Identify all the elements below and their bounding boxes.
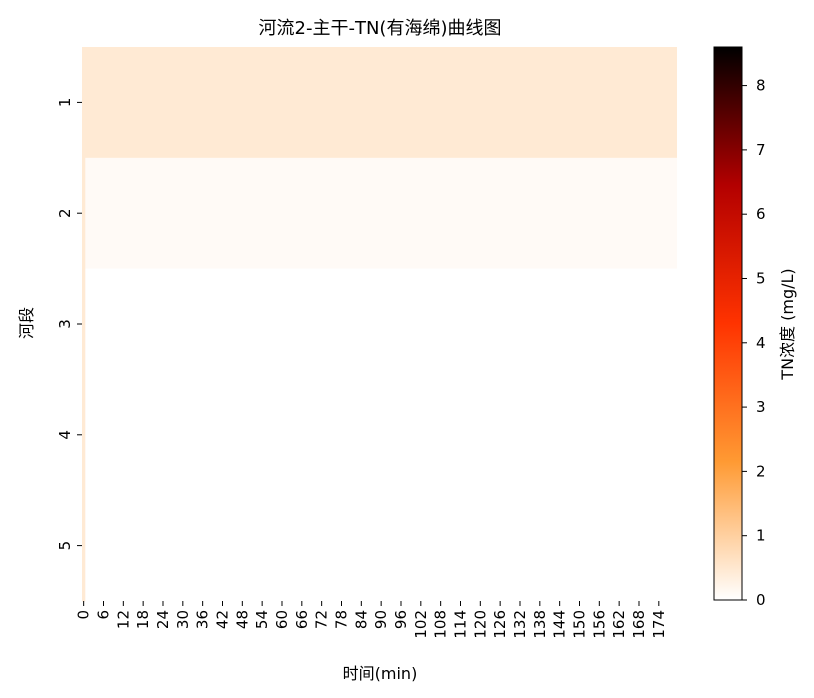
y-tick-label: 5: [56, 541, 74, 551]
x-tick-label: 162: [610, 610, 628, 639]
heatmap-cell: [82, 47, 86, 159]
x-tick-label: 42: [213, 610, 231, 629]
colorbar-tick-label: 8: [756, 77, 766, 95]
heatmap-cell: [85, 490, 678, 602]
colorbar-tick-label: 4: [756, 334, 766, 352]
x-tick-label: 78: [332, 610, 350, 629]
heatmap-cell: [85, 157, 678, 270]
heatmap-cell: [85, 268, 678, 380]
x-tick-label: 60: [273, 610, 291, 629]
x-tick-label: 138: [531, 610, 549, 639]
y-tick-label: 2: [56, 208, 74, 218]
x-tick-label: 84: [352, 610, 370, 629]
x-tick-label: 120: [471, 610, 489, 639]
x-tick-label: 90: [372, 610, 390, 629]
y-tick-label: 4: [56, 430, 74, 440]
y-axis-label: 河段: [17, 307, 36, 339]
x-axis-label: 时间(min): [343, 664, 418, 683]
x-tick-label: 0: [75, 610, 93, 620]
colorbar-tick-label: 7: [756, 141, 766, 159]
heatmap-cell: [85, 379, 678, 491]
x-tick-label: 114: [451, 610, 469, 639]
x-tick-label: 168: [630, 610, 648, 639]
x-axis-ticks: 0 6 12 18 24 30 36 42 48 54 60 66 72 78 84 90 96 102 108 11…: [75, 601, 668, 639]
x-tick-label: 72: [313, 610, 331, 629]
colorbar-label: TN浓度 (mg/L): [778, 268, 797, 380]
colorbar-tick-label: 2: [756, 462, 766, 480]
x-tick-label: 150: [570, 610, 588, 639]
x-tick-label: 174: [650, 610, 668, 639]
colorbar-ticks: 0 1 2 3 4 5 6 7 8: [742, 77, 766, 609]
x-tick-label: 30: [174, 610, 192, 629]
colorbar-tick-label: 1: [756, 527, 766, 545]
x-tick-label: 66: [293, 610, 311, 629]
colorbar-tick-label: 3: [756, 398, 766, 416]
x-tick-label: 96: [392, 610, 410, 629]
x-tick-label: 24: [154, 610, 172, 629]
x-tick-label: 48: [233, 610, 251, 629]
x-tick-label: 144: [551, 610, 569, 639]
x-tick-label: 108: [432, 610, 450, 639]
heatmap-cell: [82, 490, 86, 602]
heatmap-cell: [82, 157, 86, 270]
colorbar-tick-label: 5: [756, 269, 766, 287]
colorbar-tick-label: 0: [756, 591, 766, 609]
x-tick-label: 54: [253, 610, 271, 629]
heatmap-cell: [85, 47, 678, 159]
x-tick-label: 6: [94, 610, 112, 620]
x-tick-label: 156: [590, 610, 608, 639]
y-tick-label: 3: [56, 319, 74, 329]
x-tick-label: 12: [114, 610, 132, 629]
x-tick-label: 132: [511, 610, 529, 639]
x-tick-label: 126: [491, 610, 509, 639]
x-tick-label: 36: [194, 610, 212, 629]
colorbar: [713, 46, 743, 601]
colorbar-tick-label: 6: [756, 205, 766, 223]
chart-title: 河流2-主干-TN(有海绵)曲线图: [259, 18, 502, 39]
x-tick-label: 18: [134, 610, 152, 629]
heatmap-cell: [82, 268, 86, 380]
heatmap-cell: [82, 379, 86, 491]
x-tick-label: 102: [412, 610, 430, 639]
y-axis-ticks: 1 2 3 4 5: [56, 98, 82, 551]
y-tick-label: 1: [56, 98, 74, 108]
heatmap-cells: [82, 47, 678, 602]
